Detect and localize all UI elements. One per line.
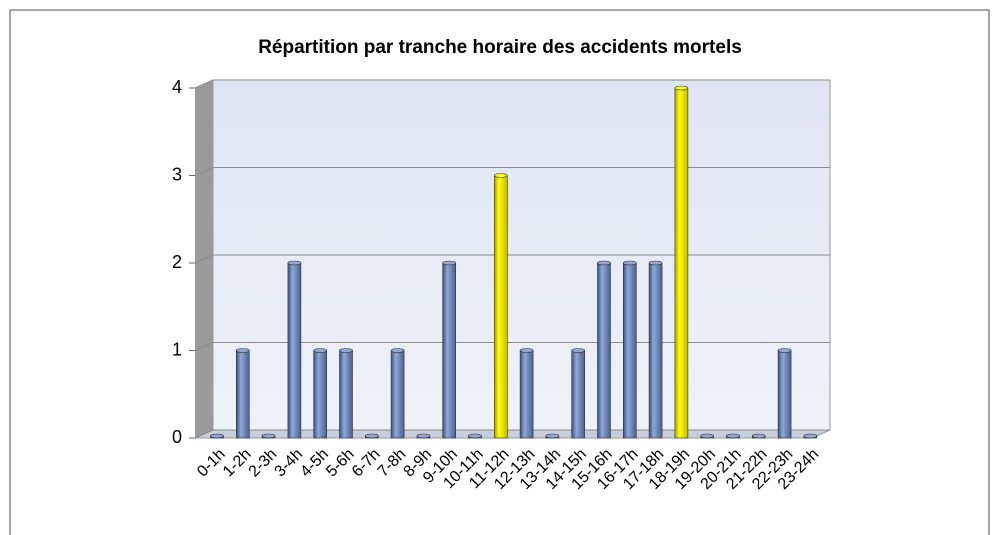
bar-top — [390, 348, 405, 353]
grid-line — [194, 254, 830, 264]
bar-top — [674, 85, 689, 91]
bar-top — [519, 348, 534, 353]
bar-top — [261, 433, 276, 439]
bar-top — [622, 260, 637, 266]
bar-top — [726, 433, 740, 439]
grid-line — [194, 167, 830, 176]
bar — [313, 350, 328, 439]
grid-line — [194, 79, 830, 89]
bar-top — [545, 433, 560, 439]
bar-top — [597, 260, 611, 266]
bar-top — [442, 260, 457, 266]
bar — [236, 350, 250, 439]
bar-top — [210, 433, 224, 439]
bar-top — [468, 433, 482, 439]
chart-title: Répartition par tranche horaire des acci… — [258, 37, 742, 58]
y-tick-label: 0 — [172, 427, 182, 447]
y-tick-label: 2 — [172, 252, 182, 272]
bar-top — [287, 260, 302, 266]
bar — [493, 175, 508, 439]
bar — [674, 87, 689, 439]
bar-top — [648, 260, 663, 266]
bar — [597, 262, 611, 439]
bar — [339, 350, 353, 439]
bar-top — [313, 348, 328, 353]
y-tick-label: 4 — [172, 77, 182, 97]
bar — [648, 262, 663, 439]
bar-top — [777, 348, 792, 353]
bar-top — [236, 348, 250, 353]
bar — [519, 350, 534, 439]
bar — [442, 262, 457, 439]
bar-top — [416, 433, 431, 439]
bar-top — [571, 348, 586, 353]
bar — [287, 262, 302, 439]
bar — [622, 262, 637, 439]
bar-top — [700, 433, 715, 439]
bar-top — [339, 348, 353, 353]
y-tick-label: 1 — [172, 339, 182, 359]
bar-top — [751, 433, 766, 439]
bar-top — [493, 173, 508, 178]
bar — [390, 350, 405, 439]
bar — [571, 350, 586, 439]
y-tick-label: 3 — [172, 164, 182, 184]
bar-top — [364, 433, 379, 439]
bar-top — [803, 433, 818, 439]
bar — [777, 350, 792, 439]
